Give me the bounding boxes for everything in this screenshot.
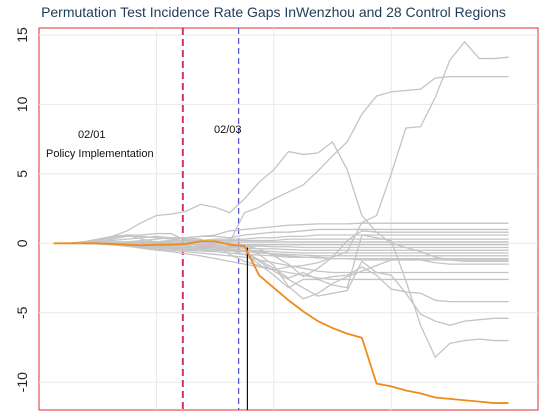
control-series-line: [53, 75, 509, 244]
annotation-date-2: 02/03: [214, 124, 242, 136]
control-series-line: [53, 242, 509, 300]
control-series-line: [53, 242, 509, 261]
annotation-policy: Policy Implementation: [46, 148, 154, 160]
annotation-date-1: 02/01: [78, 129, 106, 141]
focus-series-line: [53, 240, 509, 404]
y-tick-label: 5: [14, 170, 30, 178]
reference-lines: [181, 28, 240, 410]
y-tick-label: 0: [14, 239, 30, 247]
y-tick-label: -10: [14, 372, 30, 392]
chart-title: Permutation Test Incidence Rate Gaps InW…: [41, 4, 506, 20]
y-tick-label: 10: [14, 96, 30, 112]
plot-frame: [38, 27, 539, 411]
y-axis-ticks: 15 10 5 0 -5 -10: [14, 27, 30, 392]
y-tick-label: 15: [14, 27, 30, 43]
focus-series: [53, 240, 509, 404]
control-series-line: [53, 230, 509, 271]
control-series-line: [53, 222, 509, 244]
y-tick-label: -5: [14, 306, 30, 319]
control-series-line: [53, 40, 509, 278]
